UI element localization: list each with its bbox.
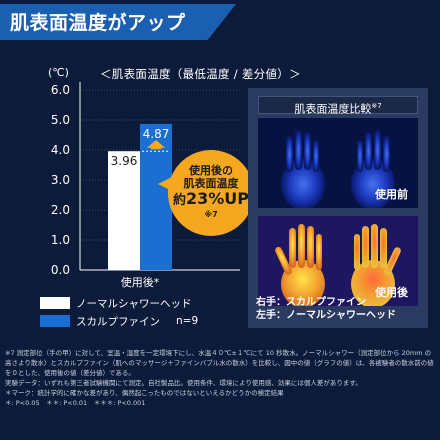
chart-title: ＜肌表面温度（最低温度 / 差分値）＞ bbox=[100, 67, 301, 81]
thermo-comparison-panel: 肌表面温度比較※7 使用前 bbox=[248, 88, 428, 328]
footnote-2: 実験データ：いずれも第三者試験機関にて測定。自社製品比。使用条件、環境により使用… bbox=[5, 379, 362, 387]
difference-arrow-icon bbox=[147, 139, 165, 150]
footnote-3: ＊マーク：統計学的に確かな差があり、偶然起こったものではないといえるかどうかの検… bbox=[5, 389, 284, 397]
footnotes: ※7 測定部位（手の甲）に対して、室温・湿度を一定環境下にし、水温４０℃±１℃に… bbox=[5, 348, 435, 408]
bar-chart: 0.0 1.0 2.0 3.0 4.0 5.0 6.0 3.96 4.87 使用後* bbox=[51, 82, 240, 289]
thermo-title-text: 肌表面温度比較 bbox=[294, 102, 372, 116]
page-title: 肌表面温度がアップ bbox=[10, 12, 186, 34]
callout-line1: 使用後の bbox=[189, 164, 233, 177]
legend-swatch-normal bbox=[40, 297, 70, 309]
footnote-4: ＊: P<0.05 ＊＊: P<0.01 ＊＊＊: P<0.001 bbox=[5, 399, 146, 407]
x-category-label: 使用後* bbox=[121, 275, 160, 289]
y-tick-label: 1.0 bbox=[51, 233, 70, 247]
after-label: 使用後 bbox=[375, 286, 408, 299]
callout-text: 使用後の 肌表面温度 約23%UP ※7 bbox=[168, 164, 254, 219]
thermo-title-note: ※7 bbox=[371, 102, 382, 110]
callout-line3: 約23%UP bbox=[168, 190, 254, 210]
y-tick-label: 2.0 bbox=[51, 203, 70, 217]
callout-bubble bbox=[168, 150, 254, 236]
left-hand-label: 左手：ノーマルシャワーヘッド bbox=[256, 310, 396, 321]
y-tick-label: 5.0 bbox=[51, 113, 70, 127]
y-tick-label: 0.0 bbox=[51, 263, 70, 277]
legend-label-scalp: スカルプファイン bbox=[76, 315, 160, 328]
legend-swatch-scalp bbox=[40, 315, 70, 327]
bar-value-label: 4.87 bbox=[143, 127, 170, 141]
hands-after-icon bbox=[275, 224, 401, 306]
thermo-image-before: 使用前 bbox=[258, 118, 418, 208]
callout-percent: 23%UP bbox=[186, 189, 250, 208]
sample-size: n=9 bbox=[176, 315, 199, 327]
right-hand-label: 右手：スカルプファイン bbox=[256, 297, 366, 308]
title-banner bbox=[0, 4, 236, 40]
legend-item-normal: ノーマルシャワーヘッド bbox=[40, 296, 198, 310]
footnote-1: ※7 測定部位（手の甲）に対して、室温・湿度を一定環境下にし、水温４０℃±１℃に… bbox=[5, 349, 434, 377]
y-tick-label: 6.0 bbox=[51, 83, 70, 97]
bar-normal bbox=[108, 151, 140, 270]
legend-label-normal: ノーマルシャワーヘッド bbox=[76, 297, 192, 310]
y-tick-label: 4.0 bbox=[51, 143, 70, 157]
callout-note: ※7 bbox=[204, 210, 218, 219]
callout-prefix: 約 bbox=[172, 193, 186, 208]
legend-item-scalp: スカルプファイン n=9 bbox=[40, 314, 198, 328]
y-axis-unit: (℃) bbox=[48, 66, 69, 79]
thermo-title: 肌表面温度比較※7 bbox=[258, 96, 418, 116]
hand-legend: 右手：スカルプファイン 左手：ノーマルシャワーヘッド bbox=[256, 296, 396, 322]
thermo-image-after: 使用後 bbox=[258, 216, 418, 306]
chart-legend: ノーマルシャワーヘッド スカルプファイン n=9 bbox=[40, 296, 198, 332]
hands-before-icon bbox=[281, 130, 395, 208]
before-label: 使用前 bbox=[375, 188, 408, 201]
bar-value-label: 3.96 bbox=[111, 154, 138, 168]
callout-line2: 肌表面温度 bbox=[183, 177, 239, 190]
y-tick-label: 3.0 bbox=[51, 173, 70, 187]
